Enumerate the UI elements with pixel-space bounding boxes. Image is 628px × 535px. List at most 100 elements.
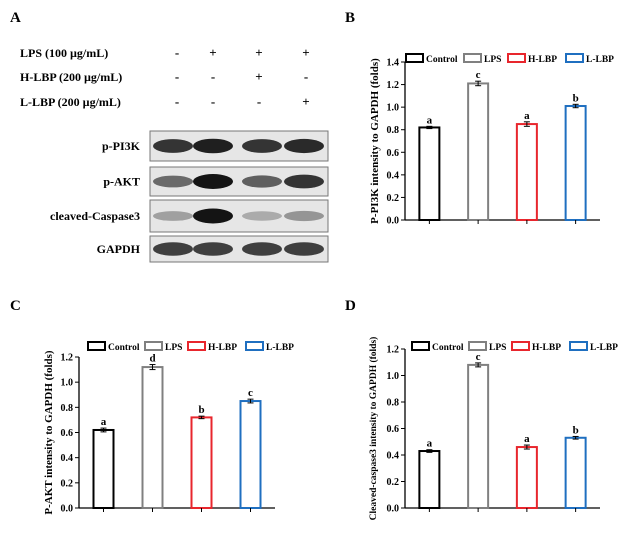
bar-h-lbp xyxy=(190,416,213,509)
y-tick-label: 0.6 xyxy=(387,148,400,159)
y-tick-label: 0.0 xyxy=(387,216,400,227)
y-tick-label: 0.8 xyxy=(387,398,400,409)
legend-swatch-lps xyxy=(144,341,163,351)
treatment-sign: - xyxy=(175,45,179,60)
significance-letter: c xyxy=(476,69,481,81)
treatment-sign: - xyxy=(211,69,215,84)
legend-label: L-LBP xyxy=(590,343,618,353)
panel-label-b: B xyxy=(345,10,355,26)
bar-control xyxy=(418,126,441,221)
legend-label: Control xyxy=(108,343,140,353)
bar-h-lbp xyxy=(515,123,538,221)
band-label: p-PI3K xyxy=(102,139,141,153)
legend-swatch-h-lbp xyxy=(187,341,206,351)
legend-swatch-l-lbp xyxy=(569,341,588,351)
y-tick-label: 0.4 xyxy=(61,453,74,464)
legend-label: L-LBP xyxy=(586,55,614,65)
bar-lps xyxy=(141,366,164,510)
significance-letter: c xyxy=(248,387,253,399)
treatment-sign: - xyxy=(257,94,261,109)
band-label: cleaved-Caspase3 xyxy=(50,209,140,223)
significance-letter: b xyxy=(573,92,579,104)
legend-swatch-h-lbp xyxy=(507,53,526,63)
treatment-sign: + xyxy=(302,45,309,60)
blot-band xyxy=(284,210,324,222)
legend-swatch-lps xyxy=(468,341,487,351)
blot-band xyxy=(153,139,193,153)
bar-chart-p-akt: 0.0 0.2 0.4 0.6 0.8 1.0 1.2 P-AKT intensity to … xyxy=(43,341,294,515)
y-tick-label: 1.2 xyxy=(61,353,74,364)
treatment-sign: - xyxy=(175,94,179,109)
significance-letter: b xyxy=(573,424,579,436)
blot-band xyxy=(193,242,233,256)
blot-band xyxy=(284,242,324,256)
bar-lps xyxy=(467,82,490,221)
legend-swatch-control xyxy=(411,341,430,351)
bar-h-lbp xyxy=(515,446,538,509)
y-tick-label: 1.2 xyxy=(387,345,400,356)
treatment-sign: + xyxy=(255,69,262,84)
legend-swatch-h-lbp xyxy=(511,341,530,351)
y-tick-label: 1.0 xyxy=(387,103,400,114)
treatment-sign: + xyxy=(209,45,216,60)
blot-band xyxy=(284,174,324,189)
significance-letter: a xyxy=(524,110,530,122)
treatment-label: LPS (100 µg/mL) xyxy=(20,46,108,60)
legend-swatch-l-lbp xyxy=(245,341,264,351)
treatment-sign: + xyxy=(302,94,309,109)
legend-label: H-LBP xyxy=(532,343,561,353)
y-tick-label: 0.6 xyxy=(387,424,400,435)
blot-band xyxy=(242,211,282,221)
legend-label: H-LBP xyxy=(528,55,557,65)
legend-label: H-LBP xyxy=(208,343,237,353)
significance-letter: a xyxy=(524,433,530,445)
significance-letter: a xyxy=(101,416,107,428)
treatment-sign: - xyxy=(175,69,179,84)
blot-band xyxy=(242,242,282,256)
y-tick-label: 0.2 xyxy=(387,193,400,204)
bar-control xyxy=(92,428,115,510)
significance-letter: c xyxy=(476,351,481,363)
y-tick-label: 0.4 xyxy=(387,451,400,462)
legend-swatch-lps xyxy=(463,53,482,63)
bar-l-lbp xyxy=(564,436,587,509)
significance-letter: a xyxy=(427,438,433,450)
legend-label: LPS xyxy=(484,55,501,65)
y-tick-label: 0.2 xyxy=(387,477,400,488)
blot-band xyxy=(193,174,233,189)
blot-band xyxy=(193,138,233,154)
legend-label: Control xyxy=(426,55,458,65)
y-tick-label: 1.0 xyxy=(387,371,400,382)
bar-chart-cleaved-caspase3: 0.0 0.2 0.4 0.6 0.8 1.0 1.2 Cleaved-caspase3 in… xyxy=(368,337,618,521)
western-blot-panel: LPS (100 µg/mL) - + + + H-LBP (200 µg/mL) - - + -… xyxy=(20,45,329,263)
legend-swatch-l-lbp xyxy=(565,53,584,63)
y-tick-label: 1.4 xyxy=(387,58,400,69)
legend-label: Control xyxy=(432,343,464,353)
significance-letter: a xyxy=(427,114,433,126)
blot-band xyxy=(193,208,233,224)
treatment-label: L-LBP (200 µg/mL) xyxy=(20,95,121,109)
legend-label: L-LBP xyxy=(266,343,294,353)
treatment-sign: - xyxy=(211,94,215,109)
y-tick-label: 0.2 xyxy=(61,478,74,489)
bar-lps xyxy=(467,363,490,509)
y-tick-label: 0.4 xyxy=(387,170,400,181)
treatment-sign: - xyxy=(304,69,308,84)
bar-l-lbp xyxy=(239,400,262,509)
legend-label: LPS xyxy=(165,343,182,353)
bar-l-lbp xyxy=(564,105,587,221)
legend-label: LPS xyxy=(489,343,506,353)
blot-band xyxy=(153,211,193,221)
panel-label-c: C xyxy=(10,298,21,314)
band-label: p-AKT xyxy=(103,175,140,189)
blot-band xyxy=(242,139,282,153)
y-tick-label: 1.0 xyxy=(61,378,74,389)
bar-chart-p-pi3k: 0.0 0.2 0.4 0.6 0.8 1.0 1.2 1.4 P-PI3K intensity… xyxy=(369,53,614,227)
blot-band xyxy=(284,138,324,154)
blot-band xyxy=(242,175,282,188)
treatment-label: H-LBP (200 µg/mL) xyxy=(20,70,122,84)
panel-label-d: D xyxy=(345,298,356,314)
significance-letter: b xyxy=(198,404,204,416)
bar-control xyxy=(418,450,441,509)
